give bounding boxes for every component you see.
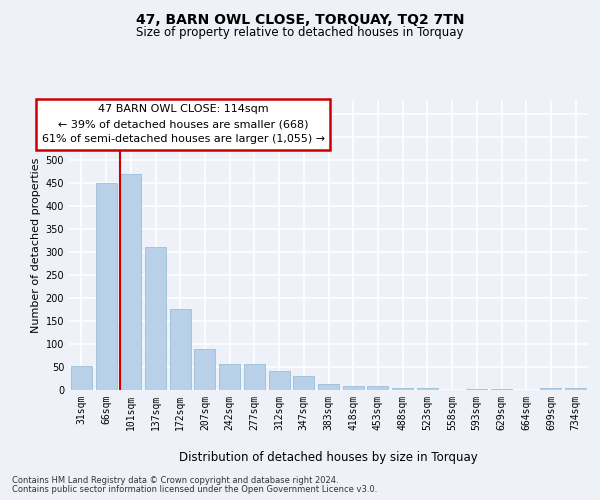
Bar [491, 389, 512, 390]
Bar [95, 183, 116, 390]
Bar [244, 364, 265, 390]
Bar [392, 388, 413, 390]
Bar [343, 386, 364, 390]
Bar [293, 376, 314, 390]
Bar [170, 310, 191, 390]
Bar [219, 364, 240, 390]
Bar [565, 388, 586, 390]
Text: Distribution of detached houses by size in Torquay: Distribution of detached houses by size … [179, 451, 478, 464]
Bar [417, 388, 438, 390]
Bar [318, 384, 339, 390]
Bar [466, 388, 487, 390]
Bar [145, 248, 166, 390]
Bar [269, 370, 290, 390]
Text: 47 BARN OWL CLOSE: 114sqm
← 39% of detached houses are smaller (668)
61% of semi: 47 BARN OWL CLOSE: 114sqm ← 39% of detac… [41, 104, 325, 144]
Bar [194, 350, 215, 390]
Y-axis label: Number of detached properties: Number of detached properties [31, 158, 41, 332]
Bar [367, 386, 388, 390]
Text: 47, BARN OWL CLOSE, TORQUAY, TQ2 7TN: 47, BARN OWL CLOSE, TORQUAY, TQ2 7TN [136, 12, 464, 26]
Text: Size of property relative to detached houses in Torquay: Size of property relative to detached ho… [136, 26, 464, 39]
Text: Contains public sector information licensed under the Open Government Licence v3: Contains public sector information licen… [12, 485, 377, 494]
Bar [120, 174, 141, 390]
Text: Contains HM Land Registry data © Crown copyright and database right 2024.: Contains HM Land Registry data © Crown c… [12, 476, 338, 485]
Bar [71, 366, 92, 390]
Bar [541, 388, 562, 390]
